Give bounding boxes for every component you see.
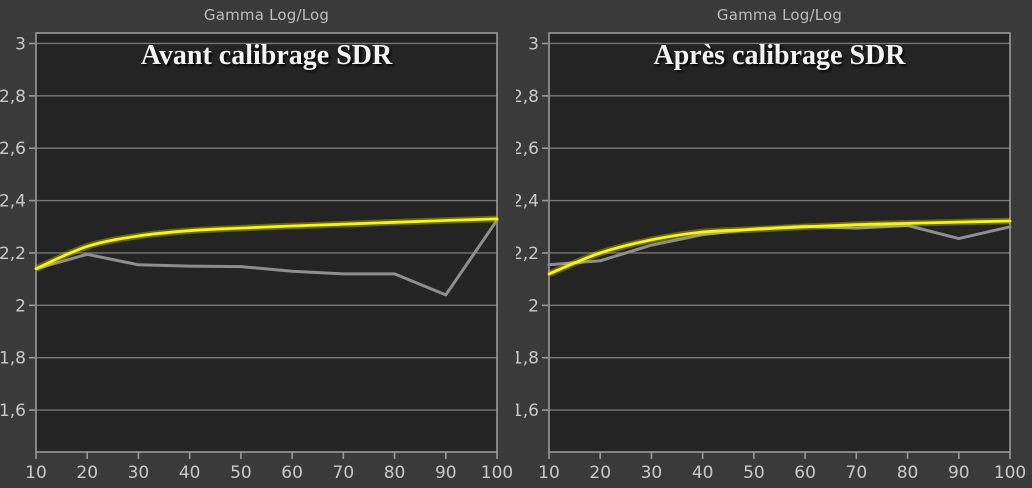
x-axis-tick-label: 40 bbox=[692, 463, 714, 483]
gamma-chart-before: 3 2,8 2,6 2,4 2,2 2 1,8 1,6 10 20 30 40 50 60 70 80 90 10… bbox=[0, 32, 513, 483]
x-axis-tick-label: 90 bbox=[948, 463, 970, 483]
y-axis-tick-label: 2,6 bbox=[516, 139, 539, 159]
y-axis-tick-label: 2 bbox=[15, 296, 26, 316]
y-axis-tick-label: 3 bbox=[528, 34, 539, 54]
y-axis-tick-label: 2 bbox=[528, 296, 539, 316]
x-axis-tick-label: 10 bbox=[25, 463, 47, 483]
x-axis-tick-label: 60 bbox=[794, 463, 816, 483]
series-line-gamma-cible bbox=[547, 219, 1012, 276]
plot-border bbox=[548, 32, 1011, 453]
x-axis-tick-label: 40 bbox=[179, 463, 201, 483]
series-line-gamma-cible bbox=[34, 217, 499, 271]
y-axis-tick-label: 2,4 bbox=[0, 192, 26, 212]
gamma-chart-after: 3 2,8 2,6 2,4 2,2 2 1,8 1,6 10 20 30 40 50 60 70 80 90 10… bbox=[516, 32, 1026, 483]
x-axis-tick-label: 90 bbox=[435, 463, 457, 483]
chart-panel-before: Gamma Log/Log 3 2,8 2,6 2,4 2,2 2 1,8 1,6 10 20 30… bbox=[0, 6, 513, 483]
x-axis-tick-label: 10 bbox=[538, 463, 560, 483]
y-axis-tick-label: 1,8 bbox=[0, 349, 26, 369]
y-axis-tick-label: 1,8 bbox=[516, 349, 539, 369]
plot-area bbox=[36, 33, 497, 452]
x-axis-tick-label: 100 bbox=[481, 463, 513, 483]
y-axis-tick-label: 2,4 bbox=[516, 192, 539, 212]
plot-area bbox=[549, 33, 1010, 452]
plot-border bbox=[35, 32, 498, 453]
x-axis-tick-label: 70 bbox=[846, 463, 868, 483]
y-axis-tick-label: 2,8 bbox=[0, 87, 26, 107]
y-axis-tick-label: 2,6 bbox=[0, 139, 26, 159]
x-axis-tick-label: 30 bbox=[641, 463, 663, 483]
y-axis-tick-label: 2,2 bbox=[516, 244, 539, 264]
series-line-gamma-mesure bbox=[34, 218, 499, 297]
x-axis-tick-label: 80 bbox=[384, 463, 406, 483]
x-axis-tick-label: 30 bbox=[128, 463, 150, 483]
y-axis-tick-label: 2,8 bbox=[516, 87, 539, 107]
x-axis-tick-label: 50 bbox=[230, 463, 252, 483]
x-axis-tick-label: 80 bbox=[897, 463, 919, 483]
x-axis-tick-label: 60 bbox=[281, 463, 303, 483]
x-axis-tick-label: 20 bbox=[76, 463, 98, 483]
x-axis-tick-label: 100 bbox=[994, 463, 1026, 483]
y-axis-tick-label: 1,6 bbox=[0, 401, 26, 421]
x-axis-tick-label: 50 bbox=[743, 463, 765, 483]
y-axis-tick-label: 3 bbox=[15, 34, 26, 54]
y-axis-tick-label: 1,6 bbox=[516, 401, 539, 421]
x-axis-tick-label: 20 bbox=[589, 463, 611, 483]
y-axis-tick-label: 2,2 bbox=[0, 244, 26, 264]
chart-panel-after: Gamma Log/Log 3 2,8 2,6 2,4 2,2 2 1,8 1,6 10 20 30… bbox=[516, 0, 1032, 488]
x-axis-tick-label: 70 bbox=[333, 463, 355, 483]
